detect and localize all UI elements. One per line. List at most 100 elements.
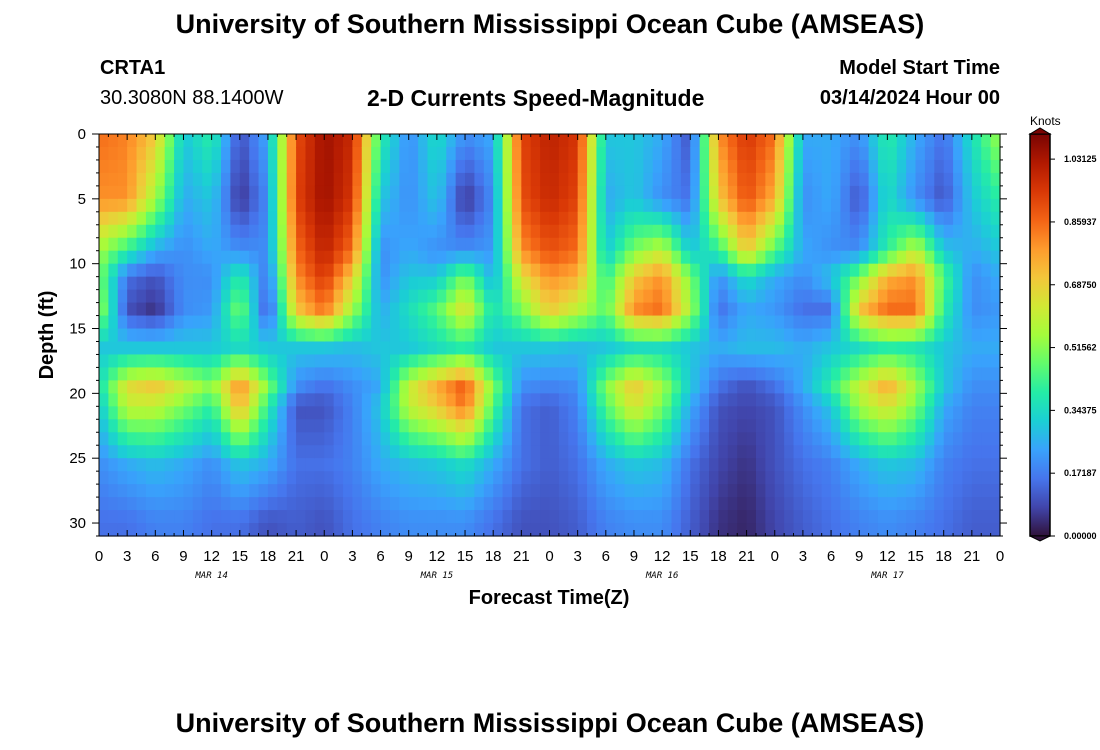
heatmap-cell: [906, 406, 917, 420]
heatmap-cell: [587, 159, 598, 174]
heatmap-cell: [399, 354, 410, 369]
heatmap-cell: [971, 484, 982, 498]
heatmap-cell: [943, 432, 954, 446]
heatmap-cell: [690, 354, 701, 369]
heatmap-cell: [887, 380, 898, 394]
heatmap-cell: [784, 419, 795, 433]
heatmap-cell: [127, 263, 138, 278]
heatmap-cell: [314, 198, 325, 213]
heatmap-cell: [709, 211, 720, 226]
heatmap-cell: [202, 406, 213, 420]
heatmap-cell: [877, 380, 888, 394]
heatmap-cell: [577, 276, 588, 291]
heatmap-cell: [558, 341, 569, 356]
heatmap-cell: [662, 159, 673, 174]
heatmap-cell: [389, 484, 400, 498]
heatmap-cell: [662, 497, 673, 511]
heatmap-cell: [474, 523, 485, 537]
heatmap-cell: [183, 393, 194, 407]
heatmap-cell: [108, 185, 119, 200]
heatmap-cell: [549, 393, 560, 407]
heatmap-cell: [540, 289, 551, 304]
heatmap-cell: [174, 263, 185, 278]
heatmap-cell: [699, 341, 710, 356]
heatmap-cell: [868, 497, 879, 511]
heatmap-cell: [371, 159, 382, 174]
heatmap-cell: [418, 134, 429, 148]
heatmap-cell: [333, 134, 344, 148]
heatmap-cell: [737, 432, 748, 446]
heatmap-cell: [558, 185, 569, 200]
heatmap-cell: [624, 458, 635, 472]
heatmap-cell: [981, 263, 992, 278]
heatmap-cell: [117, 302, 128, 317]
heatmap-cell: [615, 393, 626, 407]
heatmap-cell: [915, 380, 926, 394]
heatmap-cell: [633, 458, 644, 472]
heatmap-cell: [934, 497, 945, 511]
heatmap-cell: [286, 380, 297, 394]
heatmap-cell: [605, 393, 616, 407]
heatmap-cell: [221, 445, 231, 459]
heatmap-cell: [840, 471, 851, 485]
heatmap-cell: [868, 354, 879, 369]
heatmap-cell: [399, 289, 410, 304]
heatmap-cell: [399, 419, 410, 433]
heatmap-cell: [953, 406, 964, 420]
heatmap-cell: [690, 315, 701, 330]
heatmap-cell: [746, 276, 757, 291]
heatmap-cell: [962, 432, 973, 446]
heatmap-cell: [530, 432, 541, 446]
heatmap-cell: [230, 458, 241, 472]
heatmap-cell: [802, 185, 813, 200]
heatmap-cell: [221, 497, 231, 511]
heatmap-cell: [530, 523, 541, 537]
heatmap-cell: [296, 289, 307, 304]
heatmap-cell: [408, 198, 419, 213]
heatmap-cell: [587, 276, 598, 291]
heatmap-cell: [380, 484, 391, 498]
x-tick-label: 0: [996, 548, 1004, 565]
heatmap-cell: [314, 419, 325, 433]
heatmap-cell: [896, 510, 907, 524]
heatmap-cell: [934, 380, 945, 394]
heatmap-cell: [314, 237, 325, 252]
heatmap-cell: [343, 276, 354, 291]
heatmap-cell: [418, 302, 429, 317]
heatmap-cell: [183, 250, 194, 265]
heatmap-cell: [765, 250, 776, 265]
heatmap-cell: [174, 393, 185, 407]
heatmap-cell: [962, 471, 973, 485]
heatmap-cell: [493, 471, 504, 485]
heatmap-cell: [221, 289, 231, 304]
heatmap-cell: [540, 198, 551, 213]
heatmap-cell: [343, 341, 354, 356]
heatmap-cell: [887, 341, 898, 356]
heatmap-cell: [108, 419, 119, 433]
heatmap-cell: [774, 315, 785, 330]
heatmap-cell: [296, 211, 307, 226]
heatmap-cell: [221, 250, 231, 265]
heatmap-cell: [877, 419, 888, 433]
heatmap-cell: [530, 276, 541, 291]
heatmap-cell: [793, 172, 804, 187]
heatmap-cell: [324, 432, 335, 446]
heatmap-cell: [793, 380, 804, 394]
heatmap-cell: [314, 380, 325, 394]
heatmap-cell: [633, 510, 644, 524]
heatmap-cell: [699, 289, 710, 304]
heatmap-cell: [962, 146, 973, 161]
heatmap-cell: [361, 172, 372, 187]
heatmap-cell: [709, 458, 720, 472]
heatmap-cell: [831, 367, 842, 381]
heatmap-cell: [221, 354, 231, 369]
heatmap-cell: [117, 185, 128, 200]
heatmap-cell: [108, 211, 119, 226]
heatmap-cell: [605, 471, 616, 485]
heatmap-cell: [183, 172, 194, 187]
heatmap-cell: [455, 523, 466, 537]
heatmap-cell: [399, 250, 410, 265]
heatmap-cell: [840, 328, 851, 343]
heatmap-cell: [784, 146, 795, 161]
heatmap-cell: [183, 185, 194, 200]
